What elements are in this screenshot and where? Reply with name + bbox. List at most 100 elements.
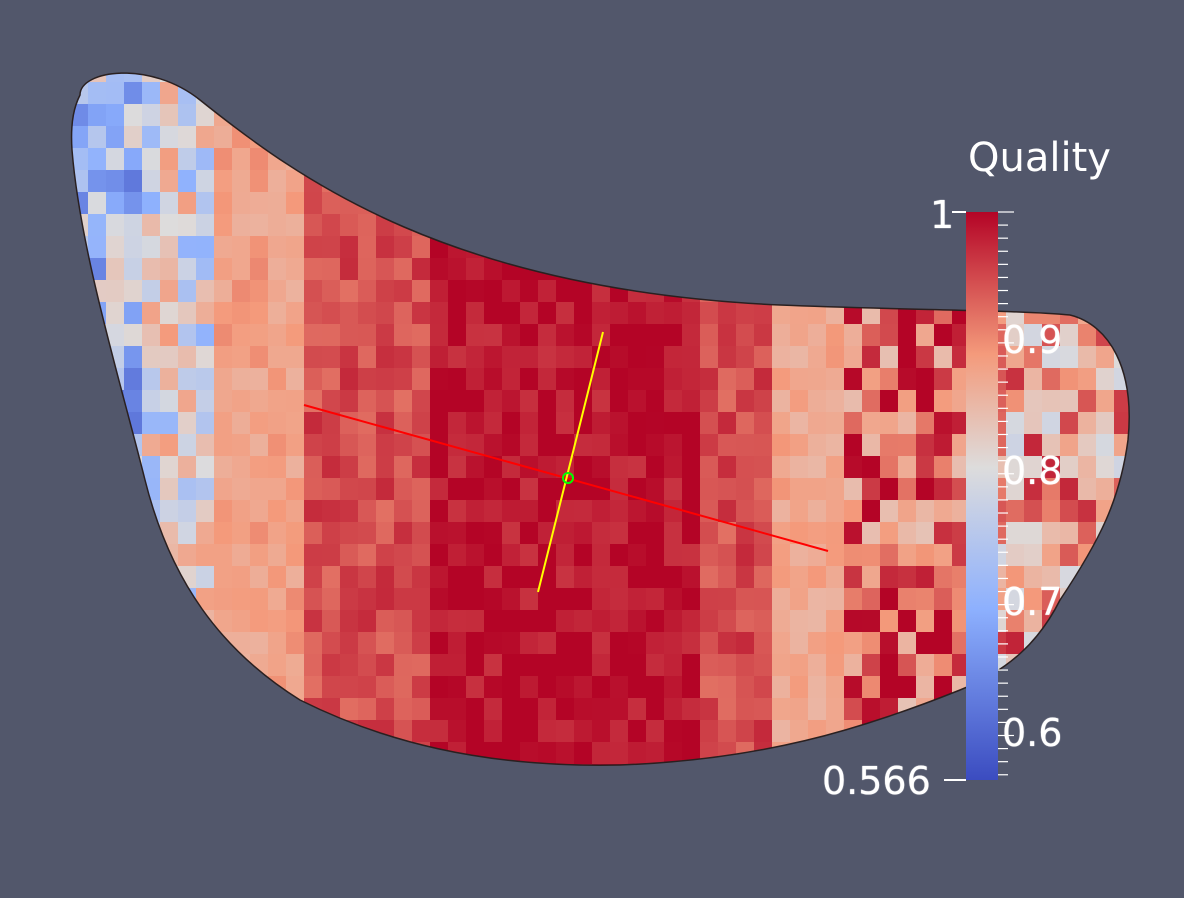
scalar-bar — [944, 211, 1014, 781]
mesh-cell — [376, 148, 394, 170]
mesh-cell — [160, 676, 178, 698]
mesh-cell — [430, 104, 448, 126]
mesh-cell — [790, 632, 808, 654]
mesh-cell — [466, 654, 484, 676]
mesh-cell — [142, 654, 160, 676]
mesh-cell — [826, 654, 844, 676]
mesh-cell — [628, 148, 646, 170]
mesh-cell — [88, 214, 106, 236]
mesh-cell — [862, 236, 880, 258]
mesh-cell — [736, 302, 754, 324]
mesh-cell — [466, 302, 484, 324]
mesh-cell — [196, 566, 214, 588]
mesh-cell — [880, 368, 898, 390]
mesh-cell — [71, 73, 88, 82]
mesh-cell — [718, 654, 736, 676]
mesh-cell — [178, 676, 196, 698]
mesh-cell — [808, 456, 826, 478]
mesh-cell — [1096, 346, 1114, 368]
mesh-cell — [340, 192, 358, 214]
mesh-cell — [214, 720, 232, 742]
mesh-cell — [430, 170, 448, 192]
mesh-cell — [700, 522, 718, 544]
mesh-cell — [340, 346, 358, 368]
mesh-cell — [88, 698, 106, 720]
mesh-cell — [772, 478, 790, 500]
mesh-cell — [700, 104, 718, 126]
mesh-cell — [808, 104, 826, 126]
mesh-cell — [520, 434, 538, 456]
mesh-cell — [178, 192, 196, 214]
mesh-cell — [520, 368, 538, 390]
mesh-cell — [664, 324, 682, 346]
mesh-cell — [340, 588, 358, 610]
mesh-cell — [916, 82, 934, 104]
mesh-cell — [448, 566, 466, 588]
mesh-cell — [898, 522, 916, 544]
mesh-cell — [106, 258, 124, 280]
mesh-cell — [178, 126, 196, 148]
mesh-cell — [1096, 610, 1114, 632]
mesh-cell — [664, 478, 682, 500]
mesh-cell — [718, 610, 736, 632]
mesh-cell — [1042, 544, 1060, 566]
mesh-cell — [574, 148, 592, 170]
mesh-cell — [376, 368, 394, 390]
mesh-cell — [1078, 104, 1096, 126]
mesh-cell — [268, 544, 286, 566]
mesh-cell — [412, 82, 430, 104]
mesh-cell — [88, 324, 106, 346]
mesh-cell — [1042, 676, 1060, 698]
mesh-cell — [124, 390, 142, 412]
mesh-cell — [1132, 698, 1150, 720]
mesh-cell — [592, 324, 610, 346]
mesh-cell — [538, 192, 556, 214]
mesh-cell — [196, 126, 214, 148]
mesh-cell — [628, 522, 646, 544]
mesh-cell — [250, 698, 268, 720]
mesh-cell — [106, 676, 124, 698]
mesh-cell — [772, 368, 790, 390]
mesh-cell — [232, 390, 250, 412]
mesh-cell — [484, 214, 502, 236]
mesh-cell — [700, 73, 718, 82]
mesh-cell — [1078, 764, 1096, 766]
mesh-cell — [790, 610, 808, 632]
mesh-cell — [934, 368, 952, 390]
mesh-cell — [232, 632, 250, 654]
mesh-cell — [394, 73, 412, 82]
mesh-cell — [934, 434, 952, 456]
mesh-cell — [250, 588, 268, 610]
mesh-cell — [808, 654, 826, 676]
mesh-cell — [484, 104, 502, 126]
mesh-cell — [88, 654, 106, 676]
mesh-cell — [502, 302, 520, 324]
mesh-cell — [142, 82, 160, 104]
mesh-cell — [646, 236, 664, 258]
mesh-cell — [952, 192, 970, 214]
mesh-cell — [772, 500, 790, 522]
mesh-cell — [196, 390, 214, 412]
mesh-cell — [916, 412, 934, 434]
mesh-cell — [880, 412, 898, 434]
mesh-cell — [232, 764, 250, 766]
mesh-cell — [718, 324, 736, 346]
mesh-cell — [1132, 280, 1150, 302]
mesh-cell — [808, 280, 826, 302]
mesh-cell — [538, 478, 556, 500]
mesh-cell — [1132, 544, 1150, 566]
mesh-cell — [538, 610, 556, 632]
mesh-cell — [520, 82, 538, 104]
mesh-cell — [916, 73, 934, 82]
mesh-cell — [1114, 698, 1130, 720]
mesh-cell — [1060, 214, 1078, 236]
mesh-cell — [736, 170, 754, 192]
mesh-cell — [448, 764, 466, 766]
mesh-cell — [682, 236, 700, 258]
mesh-cell — [502, 280, 520, 302]
mesh-cell — [574, 346, 592, 368]
mesh-cell — [430, 544, 448, 566]
mesh-cell — [124, 544, 142, 566]
mesh-cell — [628, 676, 646, 698]
